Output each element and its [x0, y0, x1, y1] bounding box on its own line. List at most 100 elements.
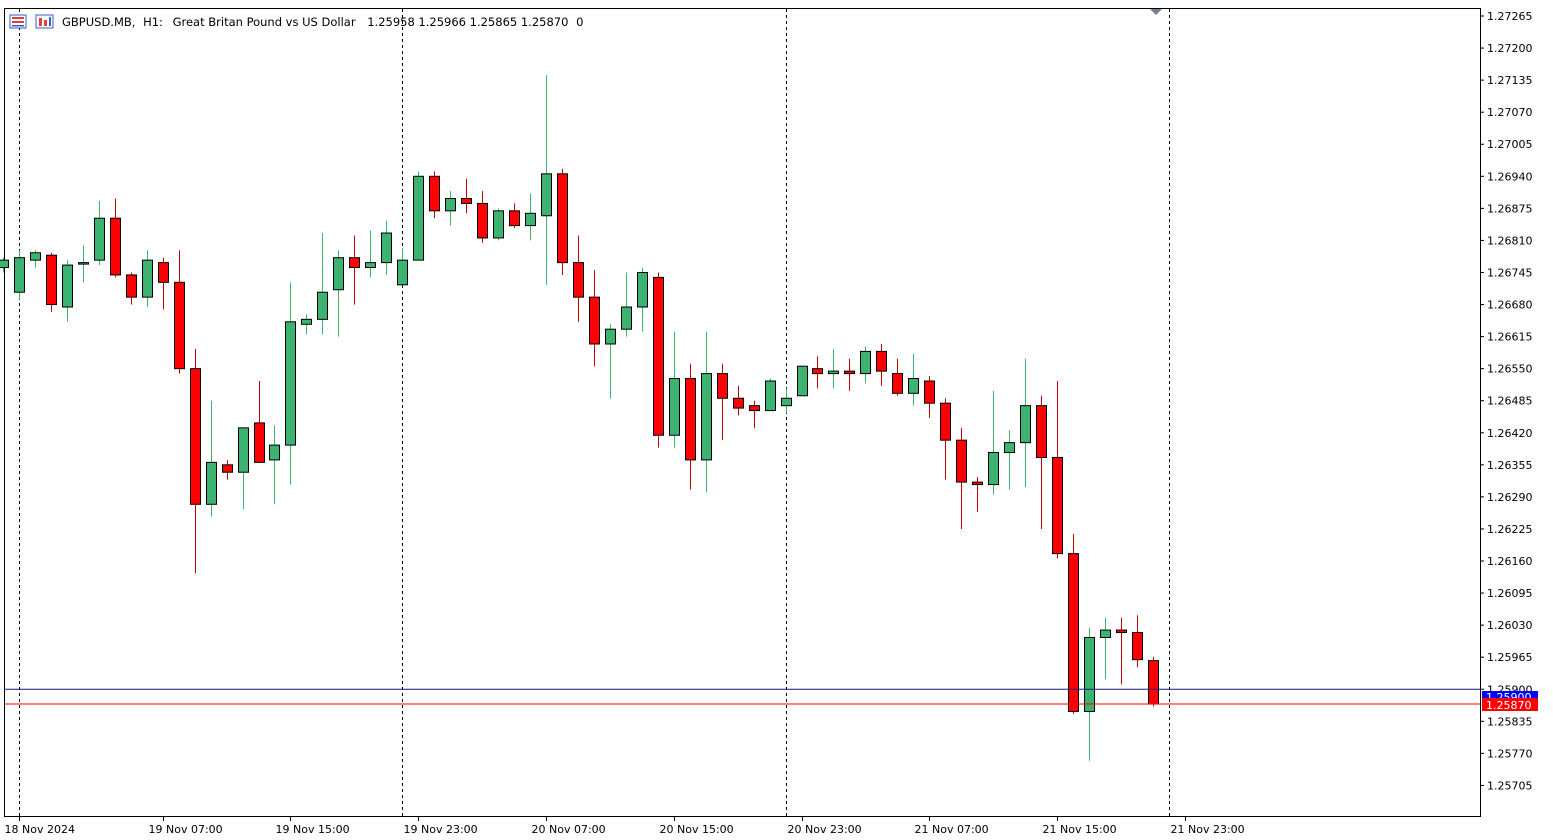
bearish-candle[interactable]	[733, 385, 744, 416]
bullish-candle[interactable]	[445, 191, 456, 226]
y-axis-label: 1.27135	[1487, 74, 1533, 87]
bullish-candle[interactable]	[621, 272, 632, 337]
candle-body	[397, 259, 408, 286]
bullish-candle[interactable]	[269, 425, 280, 505]
bullish-candle[interactable]	[828, 348, 839, 389]
bearish-candle[interactable]	[222, 459, 233, 480]
bullish-candle[interactable]	[14, 250, 25, 300]
y-axis-label: 1.25965	[1487, 651, 1533, 664]
bullish-candle[interactable]	[781, 388, 792, 414]
bullish-candle[interactable]	[988, 390, 999, 495]
x-axis-label: 21 Nov 15:00	[1043, 823, 1117, 836]
bullish-candle[interactable]	[365, 230, 376, 278]
bearish-candle[interactable]	[557, 168, 568, 275]
bearish-candle[interactable]	[924, 376, 935, 418]
bullish-candle[interactable]	[1100, 617, 1111, 680]
bullish-candle[interactable]	[1084, 627, 1095, 761]
bullish-candle[interactable]	[797, 365, 808, 397]
bearish-candle[interactable]	[844, 358, 855, 391]
bullish-candle[interactable]	[333, 250, 344, 337]
y-axis-label: 1.26225	[1487, 523, 1533, 536]
bearish-candle[interactable]	[573, 235, 584, 322]
bullish-candle[interactable]	[493, 208, 504, 241]
bearish-candle[interactable]	[653, 272, 664, 448]
bullish-candle[interactable]	[908, 353, 919, 406]
bearish-candle[interactable]	[1132, 615, 1143, 668]
bearish-candle[interactable]	[110, 198, 121, 278]
bearish-candle[interactable]	[685, 363, 696, 490]
candle-body	[317, 291, 328, 320]
chart-shift-marker-icon[interactable]	[1150, 9, 1162, 15]
bearish-candle[interactable]	[892, 358, 903, 396]
bearish-candle[interactable]	[749, 400, 760, 428]
bearish-candle[interactable]	[972, 477, 983, 512]
bearish-candle[interactable]	[46, 252, 57, 312]
bearish-candle[interactable]	[349, 235, 360, 305]
bullish-candle[interactable]	[413, 171, 424, 261]
y-axis-label: 1.26875	[1487, 202, 1533, 215]
bearish-candle[interactable]	[589, 270, 600, 367]
bullish-candle[interactable]	[30, 250, 41, 268]
bearish-candle[interactable]	[190, 348, 201, 574]
bearish-candle[interactable]	[477, 191, 488, 243]
bearish-candle[interactable]	[254, 380, 265, 463]
header-symbol: GBPUSD.MB,	[62, 15, 135, 29]
bearish-candle[interactable]	[876, 343, 887, 386]
bearish-candle[interactable]	[509, 203, 520, 229]
candle-body	[589, 296, 600, 345]
bearish-candle[interactable]	[126, 272, 137, 305]
bearish-candle[interactable]	[940, 398, 951, 480]
bullish-candle[interactable]	[78, 245, 89, 283]
bullish-candle[interactable]	[860, 346, 871, 384]
candle-body	[1132, 632, 1143, 661]
bullish-candle[interactable]	[1020, 358, 1031, 488]
bearish-candle[interactable]	[1036, 395, 1047, 529]
bullish-candle[interactable]	[206, 400, 217, 517]
bullish-candle[interactable]	[541, 75, 552, 285]
bullish-candle[interactable]	[381, 220, 392, 275]
bullish-candle[interactable]	[701, 331, 712, 492]
bearish-candle[interactable]	[812, 356, 823, 389]
bearish-candle[interactable]	[717, 363, 728, 441]
bullish-candle[interactable]	[525, 193, 536, 241]
indicator-list-icon[interactable]	[35, 14, 54, 29]
bearish-candle[interactable]	[1148, 656, 1159, 707]
bullish-candle[interactable]	[94, 200, 105, 266]
bullish-candle[interactable]	[301, 314, 312, 335]
bullish-candle[interactable]	[605, 324, 616, 399]
bearish-candle[interactable]	[956, 427, 967, 529]
bullish-candle[interactable]	[62, 260, 73, 322]
y-axis-label: 1.26030	[1487, 619, 1533, 632]
bearish-candle[interactable]	[158, 257, 169, 310]
candle-body	[972, 481, 983, 486]
candle-body	[413, 175, 424, 261]
bearish-candle[interactable]	[461, 178, 472, 214]
bullish-candle[interactable]	[0, 257, 9, 273]
bullish-candle[interactable]	[669, 331, 680, 448]
candle-body	[1116, 629, 1127, 634]
y-axis-label: 1.26095	[1487, 587, 1533, 600]
chart-menu-icon[interactable]	[9, 14, 27, 29]
bullish-candle[interactable]	[1004, 430, 1015, 490]
bearish-candle[interactable]	[174, 250, 185, 374]
bullish-candle[interactable]	[238, 427, 249, 510]
bearish-candle[interactable]	[1068, 533, 1079, 714]
bearish-candle[interactable]	[1052, 380, 1063, 559]
bearish-candle[interactable]	[1116, 617, 1127, 685]
candle-body	[477, 202, 488, 239]
candle-body	[637, 271, 648, 308]
svg-text:GBPUSD.MB, H1: Gre: GBPUSD.MB, H1: Great Britan Pound vs US …	[62, 15, 583, 29]
bullish-candle[interactable]	[142, 250, 153, 308]
candle-body	[621, 306, 632, 330]
y-axis-label: 1.26355	[1487, 459, 1533, 472]
bullish-candle[interactable]	[637, 267, 648, 332]
bearish-candle[interactable]	[429, 171, 440, 219]
x-axis-label: 18 Nov 2024	[5, 823, 75, 836]
bullish-candle[interactable]	[397, 247, 408, 286]
bullish-candle[interactable]	[765, 378, 776, 412]
bullish-candle[interactable]	[317, 233, 328, 335]
bullish-candle[interactable]	[285, 282, 296, 485]
x-axis-label: 21 Nov 23:00	[1171, 823, 1245, 836]
candle-body	[142, 259, 153, 298]
